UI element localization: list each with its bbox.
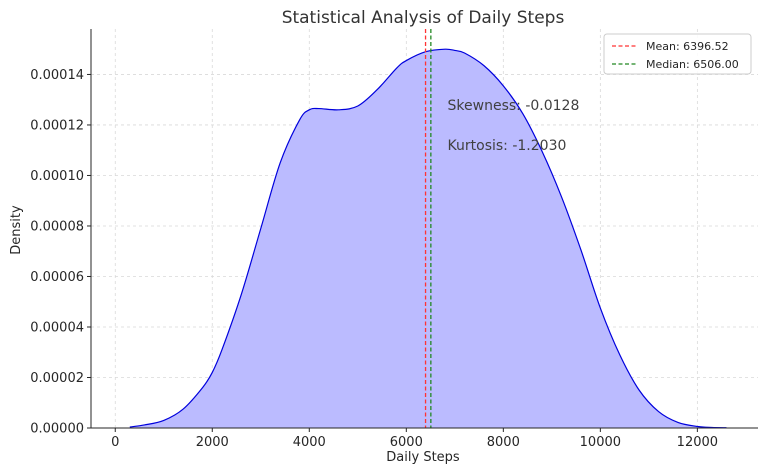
- y-axis-title: Density: [9, 205, 24, 255]
- y-tick-label: 0.00010: [30, 169, 84, 184]
- kurtosis-annotation: Kurtosis: -1.2030: [448, 138, 567, 154]
- y-tick-label: 0.00012: [30, 118, 84, 133]
- y-ticks: 0.00000 0.00002 0.00004 0.00006 0.00008 0.000…: [30, 68, 91, 437]
- x-tick-label: 2000: [196, 435, 229, 450]
- y-tick-label: 0.00000: [30, 422, 84, 437]
- x-tick-label: 0: [111, 435, 119, 450]
- chart-title: Statistical Analysis of Daily Steps: [282, 8, 565, 28]
- y-tick-label: 0.00002: [30, 371, 84, 386]
- x-tick-label: 4000: [293, 435, 326, 450]
- x-axis-title: Daily Steps: [386, 450, 460, 465]
- density-area: [129, 48, 727, 429]
- y-tick-label: 0.00004: [30, 320, 84, 335]
- y-tick-label: 0.00014: [30, 68, 84, 83]
- x-ticks: 0 2000 4000 6000 8000 10000 12000: [111, 428, 718, 450]
- y-tick-label: 0.00006: [30, 270, 84, 285]
- axes: [90, 29, 758, 429]
- x-tick-label: 6000: [390, 435, 423, 450]
- legend-box: [603, 33, 752, 75]
- x-tick-label: 12000: [677, 435, 718, 450]
- legend: Mean: 6396.52 Median: 6506.00: [603, 33, 752, 75]
- legend-mean-label: Mean: 6396.52: [646, 40, 729, 53]
- density-curve: [129, 48, 727, 429]
- x-tick-label: 10000: [580, 435, 621, 450]
- x-tick-label: 8000: [487, 435, 520, 450]
- legend-median-label: Median: 6506.00: [646, 58, 739, 71]
- skewness-annotation: Skewness: -0.0128: [448, 98, 580, 114]
- density-fill: [129, 49, 727, 429]
- y-tick-label: 0.00008: [30, 219, 84, 234]
- reference-lines: [424, 29, 432, 428]
